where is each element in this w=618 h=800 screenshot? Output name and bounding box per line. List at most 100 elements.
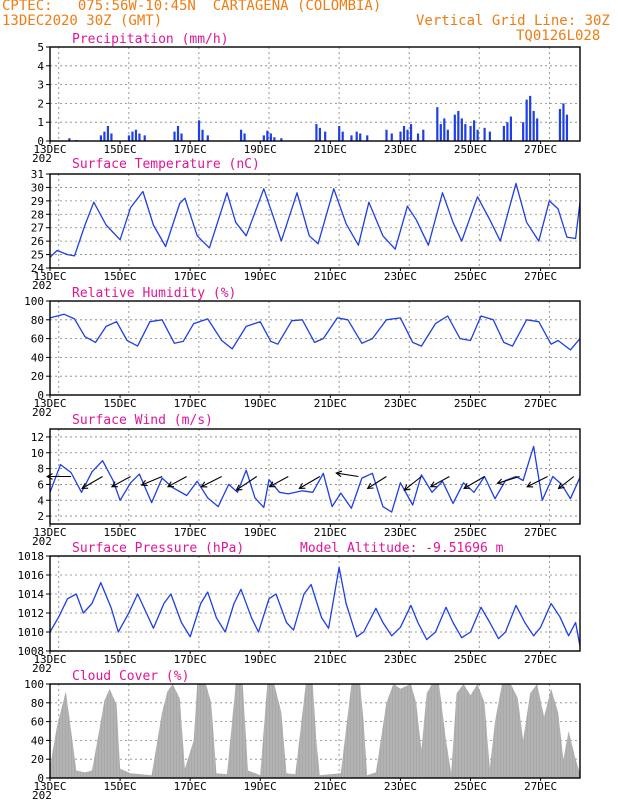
wind-xtick-label: 15DEC	[104, 526, 137, 539]
pressure-ytick-label: 1014	[18, 588, 45, 601]
cloud-year-label: 202	[32, 789, 52, 800]
pressure-panel: 1008 1010 1012 1014 1016 1018 13DEC 15DEC 17DEC 1…	[18, 541, 581, 675]
humidity-ytick-label: 0	[37, 389, 44, 402]
wind-vector	[367, 476, 387, 489]
wind-year-label: 202	[32, 535, 52, 548]
precip-bar	[131, 131, 134, 141]
precip-bar	[318, 127, 322, 141]
temperature-xtick-label: 17DEC	[174, 270, 207, 283]
precip-bar	[532, 110, 535, 141]
humidity-ytick-label: 60	[31, 333, 44, 346]
cloud-xtick-label: 13DEC	[33, 780, 66, 793]
precip-bar	[239, 129, 243, 141]
precip-bar	[355, 131, 358, 141]
precip-bar	[324, 131, 327, 141]
wind-vector	[81, 476, 103, 489]
wind-vector-head	[298, 482, 306, 489]
humidity-ytick-label: 100	[24, 295, 44, 308]
precip-bar	[464, 124, 467, 141]
cloud-ytick-label: 20	[31, 753, 44, 766]
humidity-xtick-label: 13DEC	[33, 397, 66, 410]
precip-bar	[68, 138, 71, 141]
wind-vector-head	[403, 484, 411, 491]
precip-bar	[525, 99, 528, 141]
precip-bar	[143, 135, 146, 141]
humidity-year-label: 202	[32, 406, 52, 419]
wind-panel: 2 4 6 8 10 12 13DEC 15DEC 17DEC 19DEC 21DEC 23DEC 25…	[31, 413, 581, 548]
precip-bar	[350, 135, 353, 141]
wind-vector	[463, 476, 485, 489]
wind-title: Surface Wind (m/s)	[72, 413, 213, 428]
precip-bar	[385, 129, 388, 141]
precipitation-xtick-label: 19DEC	[244, 143, 277, 156]
wind-vector-head	[110, 481, 118, 488]
header-model-id: TQ0126L028	[516, 28, 601, 44]
cloud-xtick-label: 25DEC	[454, 780, 487, 793]
precip-bar	[173, 131, 176, 141]
wind-ytick-label: 12	[31, 431, 44, 444]
precip-bar	[197, 120, 201, 141]
precipitation-ytick-label: 0	[37, 135, 44, 148]
precip-bar	[409, 124, 413, 141]
wind-ytick-label: 6	[37, 478, 44, 491]
temperature-year-label: 202	[32, 279, 52, 292]
precipitation-title: Precipitation (mm/h)	[72, 32, 229, 47]
wind-vector	[404, 476, 422, 491]
wind-vector	[430, 476, 450, 488]
precip-bar	[138, 133, 141, 141]
header-date: 13DEC2020 30Z (GMT)	[2, 13, 163, 29]
pressure-year-label: 202	[32, 662, 52, 675]
pressure-xtick-label: 17DEC	[174, 653, 207, 666]
precipitation-xtick-label: 27DEC	[524, 143, 557, 156]
cloud-ytick-label: 40	[31, 734, 44, 747]
header-grid-note: Vertical Grid Line: 30Z	[416, 13, 610, 29]
precipitation-year-label: 202	[32, 152, 52, 165]
temperature-ytick-label: 28	[31, 208, 44, 221]
precip-bar	[180, 133, 183, 141]
precip-bar	[562, 103, 565, 141]
pressure-ytick-label: 1010	[18, 626, 45, 639]
humidity-ytick-label: 20	[31, 370, 44, 383]
precip-bar	[315, 124, 318, 141]
model-altitude-label: Model Altitude: -9.51696 m	[300, 541, 504, 556]
precip-bar	[269, 133, 272, 141]
pressure-xtick-label: 21DEC	[314, 653, 347, 666]
precipitation-xtick-label: 25DEC	[454, 143, 487, 156]
wind-vector-head	[366, 482, 374, 490]
precip-bar	[366, 135, 369, 141]
cloud-xtick-label: 23DEC	[384, 780, 417, 793]
temperature-xtick-label: 13DEC	[33, 270, 66, 283]
wind-vector-head	[526, 481, 534, 488]
humidity-title: Relative Humidity (%)	[72, 286, 236, 301]
temperature-xtick-label: 23DEC	[384, 270, 417, 283]
wind-line	[49, 445, 581, 513]
precip-bar	[134, 129, 138, 141]
precip-bar	[206, 135, 209, 141]
precip-bar	[402, 125, 406, 141]
wind-ytick-label: 4	[37, 494, 44, 507]
wind-vector	[201, 476, 222, 488]
precipitation-ytick-label: 5	[37, 41, 44, 54]
precipitation-ytick-label: 2	[37, 97, 44, 110]
cloud-ytick-label: 60	[31, 716, 44, 729]
precip-bar	[488, 131, 491, 141]
precip-bar	[243, 133, 246, 141]
wind-xtick-label: 25DEC	[454, 526, 487, 539]
precip-bar	[565, 114, 569, 141]
temperature-xtick-label: 21DEC	[314, 270, 347, 283]
cloud-xtick-label: 27DEC	[524, 780, 557, 793]
precipitation-ytick-label: 3	[37, 79, 44, 92]
precip-bar	[522, 122, 525, 141]
precip-bar	[506, 122, 509, 141]
precip-bar	[439, 124, 442, 141]
precip-bar	[201, 129, 204, 141]
precipitation-frame	[49, 46, 581, 142]
temperature-xtick-label: 19DEC	[244, 270, 277, 283]
precip-bar	[558, 109, 562, 141]
humidity-xtick-label: 23DEC	[384, 397, 417, 410]
header-line1: CPTEC: 075:56W-10:45N CARTAGENA (COLOMBI…	[2, 0, 382, 14]
wind-vector	[167, 476, 187, 488]
pressure-xtick-label: 15DEC	[104, 653, 137, 666]
precip-bar	[266, 130, 269, 141]
wind-xtick-label: 23DEC	[384, 526, 417, 539]
